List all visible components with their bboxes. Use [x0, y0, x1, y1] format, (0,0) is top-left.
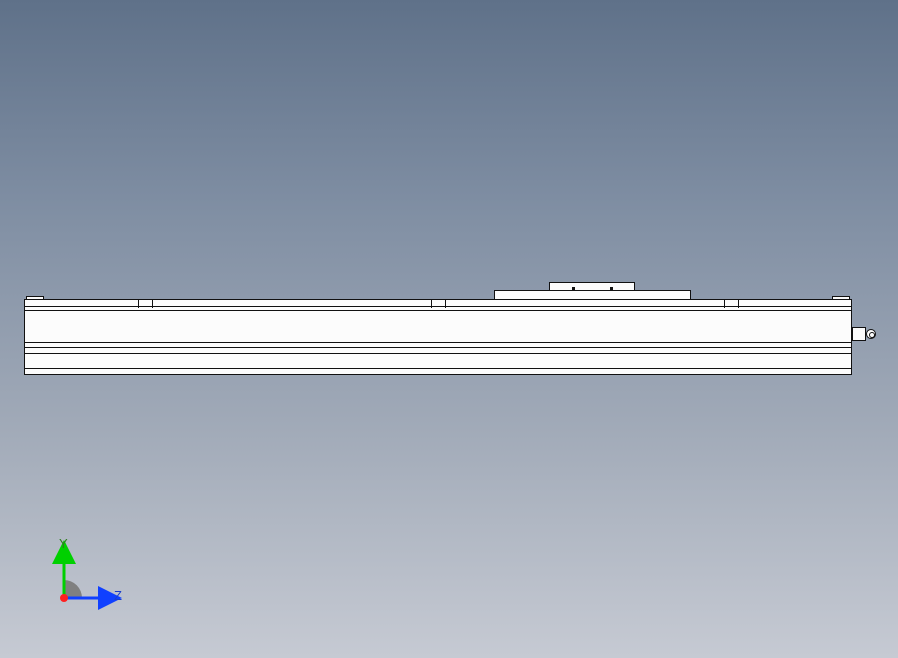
coordinate-triad: Y Z	[48, 536, 128, 616]
mounting-hole	[572, 287, 575, 290]
carriage-top	[549, 282, 635, 291]
edge-line	[25, 306, 851, 307]
carriage-base	[494, 290, 691, 300]
triad-svg	[48, 536, 128, 616]
end-cap-left	[26, 296, 44, 300]
x-axis-dot	[60, 594, 68, 602]
seam-line	[724, 300, 725, 308]
rail-body	[24, 299, 852, 375]
seam-line	[431, 300, 432, 308]
seam-line	[738, 300, 739, 308]
y-axis-label: Y	[59, 536, 68, 551]
cad-viewport[interactable]: Y Z	[0, 0, 898, 658]
z-axis-label: Z	[114, 588, 122, 603]
edge-line	[25, 368, 851, 369]
edge-line	[25, 347, 851, 348]
edge-line	[25, 342, 851, 343]
edge-line	[25, 353, 851, 354]
seam-line	[445, 300, 446, 308]
shaft-block	[852, 327, 866, 341]
end-cap-right	[832, 296, 850, 300]
seam-line	[138, 300, 139, 308]
origin-disc	[64, 580, 82, 598]
seam-line	[152, 300, 153, 308]
edge-line	[25, 310, 851, 311]
mounting-hole	[610, 287, 613, 290]
model-side-view	[24, 282, 876, 376]
shaft-end	[866, 329, 876, 339]
